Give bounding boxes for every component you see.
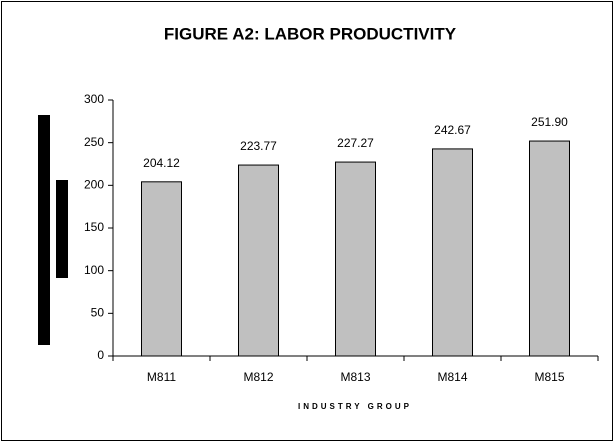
x-tick-label: M812 xyxy=(243,370,273,384)
value-label: 242.67 xyxy=(434,123,471,137)
bar xyxy=(238,164,279,357)
x-axis-label: INDUSTRY GROUP xyxy=(298,402,412,411)
bar xyxy=(529,140,570,357)
y-tick-label: 200 xyxy=(84,178,104,192)
x-tick-label: M815 xyxy=(534,370,564,384)
x-tick-label: M811 xyxy=(147,370,176,384)
value-label: 204.12 xyxy=(143,156,180,170)
y-tick-label: 50 xyxy=(91,306,105,320)
y-tick-label: 0 xyxy=(97,348,104,362)
bar xyxy=(432,148,473,357)
value-label: 223.77 xyxy=(240,139,277,153)
redaction xyxy=(38,115,50,345)
y-tick-label: 250 xyxy=(84,135,104,149)
y-tick-label: 300 xyxy=(84,92,104,106)
x-tick-label: M814 xyxy=(437,370,467,384)
bar xyxy=(335,161,376,357)
redaction xyxy=(56,180,68,278)
y-tick-label: 100 xyxy=(84,263,104,277)
bar xyxy=(141,181,182,357)
value-label: 227.27 xyxy=(337,136,374,150)
x-tick-label: M813 xyxy=(340,370,370,384)
chart-title: FIGURE A2: LABOR PRODUCTIVITY xyxy=(164,24,457,43)
y-tick-label: 150 xyxy=(84,220,104,234)
value-label: 251.90 xyxy=(531,115,568,129)
